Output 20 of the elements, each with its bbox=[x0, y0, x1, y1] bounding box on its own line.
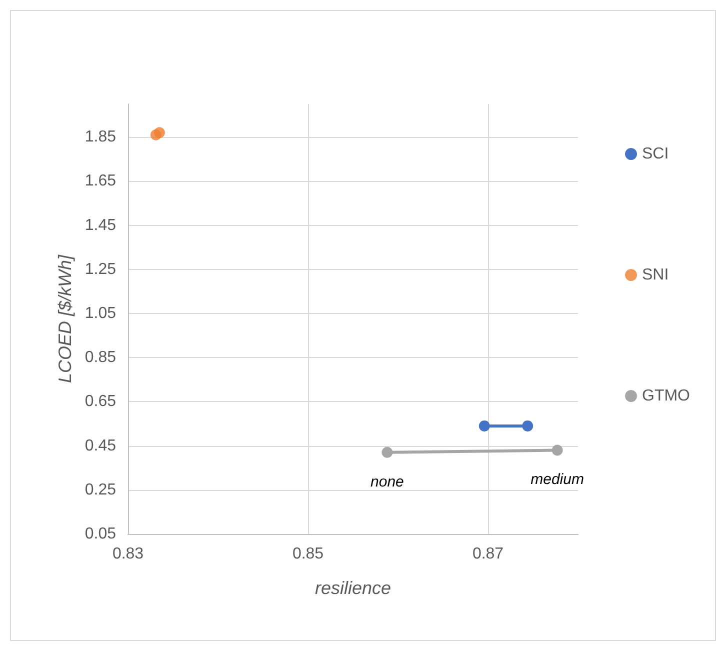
y-tick-label: 1.05 bbox=[84, 304, 116, 322]
legend-label: SCI bbox=[642, 146, 669, 162]
y-tick-label: 0.85 bbox=[84, 349, 116, 366]
x-tick-label: 0.83 bbox=[112, 546, 144, 562]
y-tick-label: 1.25 bbox=[84, 260, 116, 278]
legend-label: SNI bbox=[642, 266, 669, 284]
x-tick-label: 0.87 bbox=[472, 546, 504, 562]
y-tick-label: 1.45 bbox=[84, 216, 116, 234]
legend-label: GTMO bbox=[642, 388, 690, 404]
y-axis-title: LCOED [$/kWh] bbox=[54, 254, 75, 384]
x-tick-label: 0.85 bbox=[292, 546, 324, 562]
y-tick-label: 1.65 bbox=[84, 172, 116, 190]
x-axis-title: resilience bbox=[314, 578, 392, 598]
y-tick-label: 1.85 bbox=[84, 128, 116, 146]
y-tick-label: 0.65 bbox=[84, 393, 116, 410]
annotation: none bbox=[370, 473, 404, 490]
annotation: medium bbox=[530, 471, 584, 488]
y-tick-label: 0.45 bbox=[84, 437, 116, 454]
y-tick-label: 0.25 bbox=[84, 481, 116, 498]
y-tick-label: 0.05 bbox=[84, 526, 116, 542]
